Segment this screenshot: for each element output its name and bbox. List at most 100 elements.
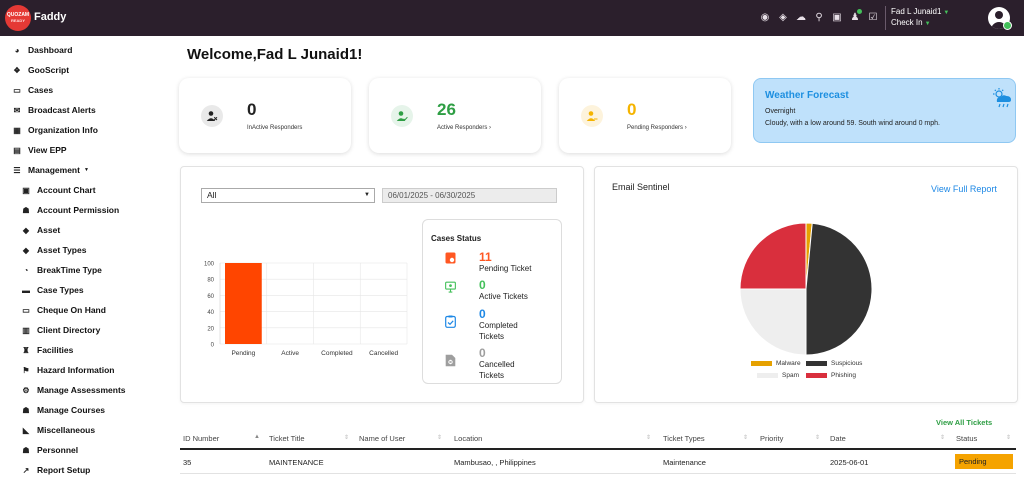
sidebar-item-cheque-on-hand[interactable]: ▭ Cheque On Hand xyxy=(21,303,106,317)
column-header-title[interactable]: Ticket Title xyxy=(269,434,305,443)
cases-bar-chart: 0 20 40 60 80 100 Pending Active Completed Cancel… xyxy=(204,262,408,357)
pie-slice-suspicious[interactable] xyxy=(805,222,873,356)
x-tick-label: Pending xyxy=(231,350,255,357)
logo-text: QUOZAM xyxy=(6,12,30,18)
sidebar-item-miscellaneous[interactable]: ◣ Miscellaneous xyxy=(21,423,95,437)
sidebar-item-account-permission[interactable]: ☗ Account Permission xyxy=(21,203,119,217)
check-in-menu[interactable]: Check In ▼ xyxy=(891,18,931,27)
page-title: Welcome,Fad L Junaid1! xyxy=(187,46,363,63)
sidebar-item-breaktime-type[interactable]: ◔ BreakTime Type xyxy=(21,263,102,277)
view-full-report-link[interactable]: View Full Report xyxy=(931,184,997,194)
sidebar-item-label: Report Setup xyxy=(37,465,91,475)
inactive-responders-card[interactable]: 0 InActive Responders xyxy=(179,78,351,153)
cell-location: Mambusao, , Philippines xyxy=(454,458,536,467)
check-in-status: Check In xyxy=(891,18,923,27)
column-header-id[interactable]: ID Number xyxy=(183,434,220,443)
legend-item-malware[interactable]: Malware xyxy=(751,360,801,367)
sidebar-item-label: Management xyxy=(28,165,80,175)
cancelled-ticket-icon xyxy=(445,354,456,366)
tag-icon[interactable]: ◈ xyxy=(779,11,787,23)
sidebar-item-hazard-information[interactable]: ⚑ Hazard Information xyxy=(21,363,114,377)
weather-description: Cloudy, with a low around 59. South wind… xyxy=(765,120,940,127)
user-pending-icon xyxy=(581,105,603,127)
sidebar-item-report-setup[interactable]: ↗ Report Setup xyxy=(21,463,91,477)
sidebar-item-facilities[interactable]: ♜ Facilities xyxy=(21,343,73,357)
cheque-icon: ▭ xyxy=(22,305,30,315)
column-header-priority[interactable]: Priority xyxy=(760,434,784,443)
y-tick-label: 80 xyxy=(207,278,214,284)
sidebar-item-dashboard[interactable]: ◕ Dashboard xyxy=(12,43,73,57)
bell-icon[interactable]: ♟ xyxy=(848,9,862,25)
sidebar-item-account-chart[interactable]: ▣ Account Chart xyxy=(21,183,95,197)
sort-icon[interactable]: ⇕ xyxy=(437,435,443,441)
sidebar-item-gooscript[interactable]: ❖ GooScript xyxy=(12,63,69,77)
sort-icon[interactable]: ⇕ xyxy=(743,435,749,441)
top-bar: QUOZAM READY Faddy ◉ ◈ ☁ ⚲ ▣ ♟ ☑ Fad L J… xyxy=(0,0,1024,36)
stat-value: 0 xyxy=(247,100,257,119)
checklist-icon[interactable]: ☑ xyxy=(868,11,878,23)
chart-icon: ▣ xyxy=(22,185,30,195)
sidebar-item-personnel[interactable]: ☗ Personnel xyxy=(21,443,78,457)
search-icon[interactable]: ⚲ xyxy=(815,11,823,23)
weather-card: Weather Forecast Overnight Cloudy, with … xyxy=(753,78,1016,143)
sidebar-item-label: BreakTime Type xyxy=(37,265,102,275)
bar-pending xyxy=(225,263,262,344)
sidebar-item-label: Asset xyxy=(37,225,61,235)
sort-icon[interactable]: ⇕ xyxy=(1006,435,1012,441)
completed-ticket-count: 0 xyxy=(479,307,486,321)
sort-icon[interactable]: ⇕ xyxy=(646,435,652,441)
column-header-status[interactable]: Status xyxy=(956,434,978,443)
cloud-upload-icon[interactable]: ☁ xyxy=(796,11,806,23)
legend-item-spam[interactable]: Spam xyxy=(757,372,799,379)
column-header-user[interactable]: Name of User xyxy=(359,434,406,443)
chat-icon[interactable]: ▣ xyxy=(832,11,842,23)
caret-down-icon: ▼ xyxy=(924,21,931,27)
sidebar-item-cases[interactable]: ▭ Cases xyxy=(12,83,53,97)
view-all-tickets-link[interactable]: View All Tickets xyxy=(936,418,993,427)
sidebar-item-manage-courses[interactable]: ☗ Manage Courses xyxy=(21,403,105,417)
sidebar-item-client-directory[interactable]: ▥ Client Directory xyxy=(21,323,100,337)
sidebar-item-organization-info[interactable]: ▦ Organization Info xyxy=(12,123,98,137)
legend-label: Suspicious xyxy=(831,360,863,367)
stat-value: 26 xyxy=(437,100,456,119)
sidebar-item-label: Broadcast Alerts xyxy=(28,105,96,115)
pie-slice-phishing[interactable] xyxy=(739,222,807,290)
legend-item-suspicious[interactable]: Suspicious xyxy=(806,360,862,367)
date-range-input[interactable]: 06/01/2025 - 06/30/2025 xyxy=(382,188,557,203)
column-header-ticket-types[interactable]: Ticket Types xyxy=(663,434,705,443)
sidebar-item-broadcast-alerts[interactable]: ✉ Broadcast Alerts xyxy=(12,103,96,117)
cases-icon: ▭ xyxy=(13,85,21,95)
pie-slice-spam[interactable] xyxy=(739,288,807,356)
column-header-date[interactable]: Date xyxy=(830,434,846,443)
disk-icon[interactable]: ◉ xyxy=(760,11,770,23)
sidebar-item-manage-assessments[interactable]: ⚙ Manage Assessments xyxy=(21,383,125,397)
chevron-down-icon: ▼ xyxy=(364,192,370,198)
stat-label-text: Pending Responders xyxy=(627,125,684,131)
user-menu[interactable]: Fad L Junaid1 ▼ xyxy=(891,7,949,16)
sort-icon[interactable]: ⇕ xyxy=(344,435,350,441)
x-tick-label: Active xyxy=(281,350,299,357)
column-header-location[interactable]: Location xyxy=(454,434,483,443)
rain-cloud-icon xyxy=(993,88,1011,108)
active-responders-card[interactable]: 26 Active Responders › xyxy=(369,78,541,153)
pending-responders-card[interactable]: 0 Pending Responders › xyxy=(559,78,731,153)
sort-icon[interactable]: ⇕ xyxy=(815,435,821,441)
courses-icon: ☗ xyxy=(22,405,30,415)
sort-asc-icon[interactable]: ▲ xyxy=(254,434,260,440)
sidebar-item-asset-types[interactable]: ◆ Asset Types xyxy=(21,243,87,257)
pending-ticket-label: Pending Ticket xyxy=(479,264,532,273)
sidebar-item-case-types[interactable]: ▬ Case Types xyxy=(21,283,84,297)
legend-item-phishing[interactable]: Phishing xyxy=(806,372,856,379)
legend-swatch xyxy=(751,361,772,366)
user-x-icon xyxy=(201,105,223,127)
stat-label: Active Responders › xyxy=(437,125,491,131)
sidebar-item-asset[interactable]: ◆ Asset xyxy=(21,223,60,237)
assessment-icon: ⚙ xyxy=(22,385,30,395)
sort-icon[interactable]: ⇕ xyxy=(940,435,946,441)
app-logo[interactable]: QUOZAM READY xyxy=(5,5,31,31)
y-tick-label: 20 xyxy=(207,326,214,332)
case-filter-select[interactable]: All ▼ xyxy=(201,188,375,203)
sidebar-item-view-epp[interactable]: ▤ View EPP xyxy=(12,143,66,157)
sidebar-item-management[interactable]: ☰ Management ▼ xyxy=(12,163,89,177)
cancelled-ticket-count: 0 xyxy=(479,346,486,360)
